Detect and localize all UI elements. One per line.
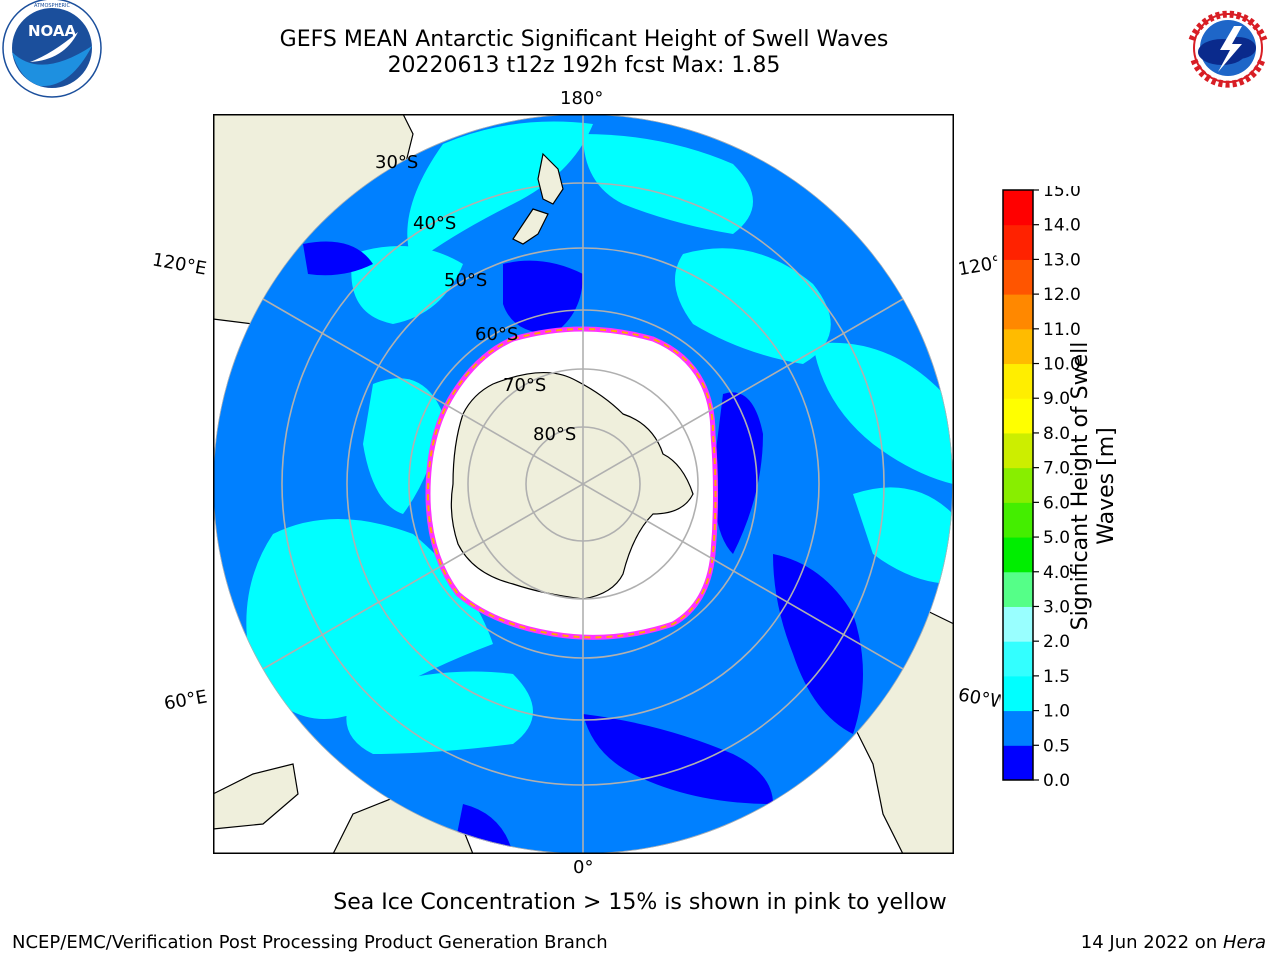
- colorbar-swatch: [1003, 675, 1033, 712]
- swell-patch: [583, 134, 753, 234]
- colorbar-label-line1: Significant Height of Swell: [1068, 341, 1093, 631]
- lon-label-60w: 60°W: [956, 684, 1002, 713]
- lat-label-60s: 60°S: [475, 324, 518, 345]
- lat-label-70s: 70°S: [503, 375, 546, 396]
- colorbar-swatch: [1003, 745, 1033, 781]
- colorbar-swatch: [1003, 641, 1033, 677]
- colorbar-swatch: [1003, 606, 1033, 642]
- colorbar-tick-label: 6.0: [1043, 493, 1070, 513]
- colorbar-tick-label: 7.0: [1043, 459, 1070, 479]
- low-swell-patch: [583, 714, 773, 804]
- antarctica-land: [450, 372, 694, 600]
- colorbar-swatch: [1003, 432, 1033, 469]
- colorbar-tick-label: 15.0: [1043, 186, 1081, 201]
- footer-credit: NCEP/EMC/Verification Post Processing Pr…: [12, 932, 608, 953]
- page-subtitle: 20220613 t12z 192h fcst Max: 1.85: [387, 53, 781, 78]
- lon-label-120w: 120°W: [956, 252, 1000, 281]
- colorbar-swatch: [1003, 294, 1033, 330]
- lon-label-120e: 120°E: [150, 249, 209, 280]
- svg-text:NOAA: NOAA: [28, 22, 77, 40]
- colorbar-tick-label: 11.0: [1043, 320, 1081, 340]
- lat-label-80s: 80°S: [533, 424, 576, 445]
- colorbar-tick-label: 5.0: [1043, 528, 1070, 548]
- lon-label-0: 0°: [573, 857, 594, 878]
- colorbar: 0.0 0.5 1.0 1.5 2.0 3.0 4.0 5.0 6.0 7.0 8.0 9.0 10.0…: [1000, 181, 1180, 791]
- colorbar-tick-label: 0.0: [1043, 771, 1070, 786]
- page-title: GEFS MEAN Antarctic Significant Height o…: [279, 27, 889, 52]
- colorbar-swatch: [1003, 710, 1033, 746]
- footer-date: 14 Jun 2022 on Hera: [1081, 932, 1266, 953]
- colorbar-swatch: [1003, 259, 1033, 295]
- swell-patch: [813, 342, 953, 484]
- swell-patch: [346, 671, 533, 754]
- lat-label-30s: 30°S: [375, 152, 418, 173]
- low-swell-patch: [503, 260, 583, 334]
- low-swell-patch: [303, 241, 373, 276]
- footer-host: Hera: [1222, 932, 1266, 953]
- swell-patch: [853, 487, 953, 584]
- swell-patch: [675, 248, 831, 364]
- colorbar-swatch: [1003, 537, 1033, 573]
- colorbar-swatch: [1003, 502, 1033, 538]
- footer-date-text: 14 Jun 2022 on: [1080, 932, 1223, 953]
- colorbar-tick-label: 2.0: [1043, 632, 1070, 652]
- lon-label-180: 180°: [560, 88, 604, 109]
- colorbar-tick-label: 4.0: [1043, 563, 1070, 583]
- map-frame: [213, 114, 954, 854]
- colorbar-tick-label: 0.5: [1043, 736, 1070, 756]
- colorbar-tick-label: 10.0: [1043, 355, 1081, 375]
- colorbar-tick-label: 8.0: [1043, 424, 1070, 444]
- colorbar-swatch: [1003, 571, 1033, 607]
- svg-text:ATMOSPHERIC: ATMOSPHERIC: [34, 3, 70, 9]
- lat-label-40s: 40°S: [413, 213, 456, 234]
- colorbar-tick-label: 1.5: [1043, 667, 1070, 687]
- colorbar-tick-label: 3.0: [1043, 597, 1070, 617]
- madagascar-land: [213, 763, 299, 830]
- colorbar-label-line2: Waves [m]: [1094, 427, 1119, 545]
- low-swell-patch: [713, 392, 763, 554]
- colorbar-swatch: [1003, 467, 1033, 503]
- colorbar-swatch: [1003, 328, 1033, 365]
- sea-ice-note: Sea Ice Concentration > 15% is shown in …: [333, 890, 947, 915]
- low-swell-patch: [773, 554, 863, 734]
- colorbar-tick-label: 12.0: [1043, 285, 1081, 305]
- new-zealand-land: [512, 152, 564, 245]
- swell-patch: [363, 378, 443, 514]
- colorbar-tick-label: 14.0: [1043, 216, 1081, 236]
- colorbar-tick-label: 9.0: [1043, 389, 1070, 409]
- colorbar-swatch: [1003, 190, 1033, 226]
- colorbar-frame: [1002, 189, 1034, 781]
- lat-label-50s: 50°S: [444, 270, 487, 291]
- polar-map: 30°S 40°S 50°S 60°S 70°S 80°S: [213, 114, 954, 854]
- colorbar-swatch: [1003, 363, 1033, 399]
- colorbar-tick-label: 1.0: [1043, 702, 1070, 722]
- noaa-logo: NOAA ATMOSPHERIC: [0, 0, 106, 102]
- lon-label-60e: 60°E: [162, 686, 209, 715]
- graticule: [213, 114, 953, 854]
- swell-patch: [351, 246, 463, 324]
- nws-logo: [1176, 0, 1280, 100]
- colorbar-tick-label: 13.0: [1043, 250, 1081, 270]
- sea-ice-edge: [426, 328, 717, 639]
- colorbar-swatch: [1003, 398, 1033, 434]
- colorbar-swatch: [1003, 224, 1033, 260]
